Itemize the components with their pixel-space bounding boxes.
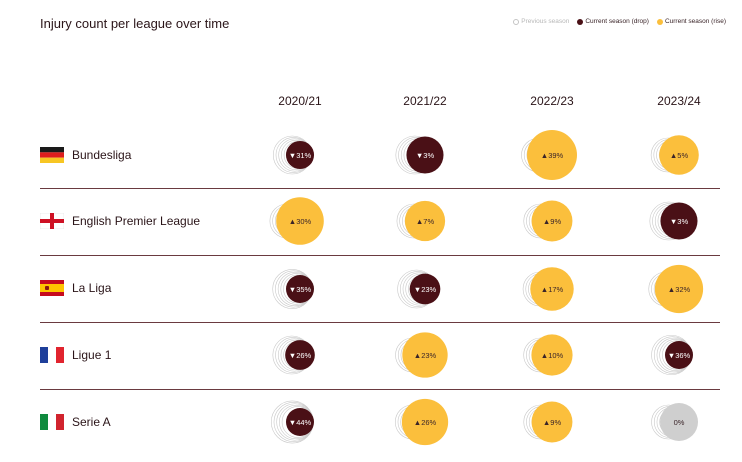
legend-item-rise: Current season (rise) xyxy=(656,18,726,25)
bubble-label: ▲10% xyxy=(541,351,564,360)
bubble-label: ▲26% xyxy=(414,418,437,427)
bubble-label: 0% xyxy=(674,418,685,427)
legend-label-previous: Previous season xyxy=(521,18,570,25)
bubble-label: ▲5% xyxy=(670,151,689,160)
current-season-bubble xyxy=(409,273,441,305)
league-name: English Premier League xyxy=(72,214,201,228)
league-row: Bundesliga xyxy=(40,122,720,188)
bubble-label: ▼44% xyxy=(289,418,312,427)
previous-season-marker xyxy=(513,18,520,25)
league-name: Ligue 1 xyxy=(72,348,112,362)
current-season-bubble xyxy=(527,130,577,180)
bubble-label: ▼3% xyxy=(416,151,435,160)
league-label: Bundesliga xyxy=(40,122,131,188)
current-season-bubble xyxy=(531,200,573,242)
spain-flag-icon xyxy=(40,280,64,296)
legend-label-drop: Current season (drop) xyxy=(585,18,649,25)
league-name: Serie A xyxy=(72,415,111,429)
legend-label-rise: Current season (rise) xyxy=(664,18,726,25)
row-divider xyxy=(40,389,720,390)
bubble-label: ▼23% xyxy=(414,285,437,294)
row-divider xyxy=(40,188,720,189)
current-season-bubble xyxy=(285,340,315,370)
league-row: La Liga xyxy=(40,255,720,321)
season-header: 2020/21 xyxy=(278,94,322,108)
legend-item-drop: Current season (drop) xyxy=(577,18,649,25)
current-season-bubble xyxy=(530,267,574,311)
current-season-bubble xyxy=(401,398,449,446)
bubble-label: ▲17% xyxy=(541,285,564,294)
bubble-label: ▲9% xyxy=(543,418,562,427)
bubble-label: ▲9% xyxy=(543,217,562,226)
league-label: Serie A xyxy=(40,389,111,455)
current-season-bubble xyxy=(404,200,446,242)
league-row: Ligue 1 xyxy=(40,322,720,388)
legend-item-previous: Previous season xyxy=(513,18,569,25)
rise-marker xyxy=(656,18,663,25)
current-season-bubble xyxy=(286,408,314,436)
league-row: Serie A xyxy=(40,389,720,455)
league-label: English Premier League xyxy=(40,188,200,254)
current-season-bubble xyxy=(531,401,573,443)
row-divider xyxy=(40,322,720,323)
league-label: Ligue 1 xyxy=(40,322,111,388)
league-name: Bundesliga xyxy=(72,148,132,162)
germany-flag-icon xyxy=(40,147,64,163)
current-season-bubble xyxy=(654,264,704,314)
current-season-bubble xyxy=(531,334,573,376)
row-divider xyxy=(40,255,720,256)
current-season-bubble xyxy=(285,140,315,170)
bubble-label: ▼35% xyxy=(289,285,312,294)
france-flag-icon xyxy=(40,347,64,363)
bubble-label: ▲7% xyxy=(416,217,435,226)
current-season-bubble xyxy=(665,341,693,369)
season-header: 2022/23 xyxy=(530,94,574,108)
bubble-label: ▲23% xyxy=(414,351,437,360)
chart-legend: Previous season Current season (drop) Cu… xyxy=(513,18,726,25)
current-season-bubble xyxy=(286,275,314,303)
current-season-bubble xyxy=(406,136,444,174)
bubble-label: ▼3% xyxy=(670,217,689,226)
bubble-label: ▼31% xyxy=(289,151,312,160)
current-season-bubble xyxy=(276,197,324,245)
current-season-bubble xyxy=(659,135,699,175)
league-row: English Premier League xyxy=(40,188,720,254)
current-season-bubble xyxy=(660,403,698,441)
bubble-label: ▲30% xyxy=(289,217,312,226)
league-name: La Liga xyxy=(72,281,112,295)
season-header: 2021/22 xyxy=(403,94,447,108)
chart-title: Injury count per league over time xyxy=(40,16,230,31)
drop-marker xyxy=(577,18,584,25)
bubble-label: ▼26% xyxy=(289,351,312,360)
current-season-bubble xyxy=(660,202,698,240)
italy-flag-icon xyxy=(40,414,64,430)
current-season-bubble xyxy=(402,332,448,378)
bubble-label: ▲32% xyxy=(668,285,691,294)
bubble-label: ▲39% xyxy=(541,151,564,160)
bubble-label: ▼36% xyxy=(668,351,691,360)
season-header: 2023/24 xyxy=(657,94,701,108)
league-label: La Liga xyxy=(40,255,111,321)
england-flag-icon xyxy=(40,213,64,229)
